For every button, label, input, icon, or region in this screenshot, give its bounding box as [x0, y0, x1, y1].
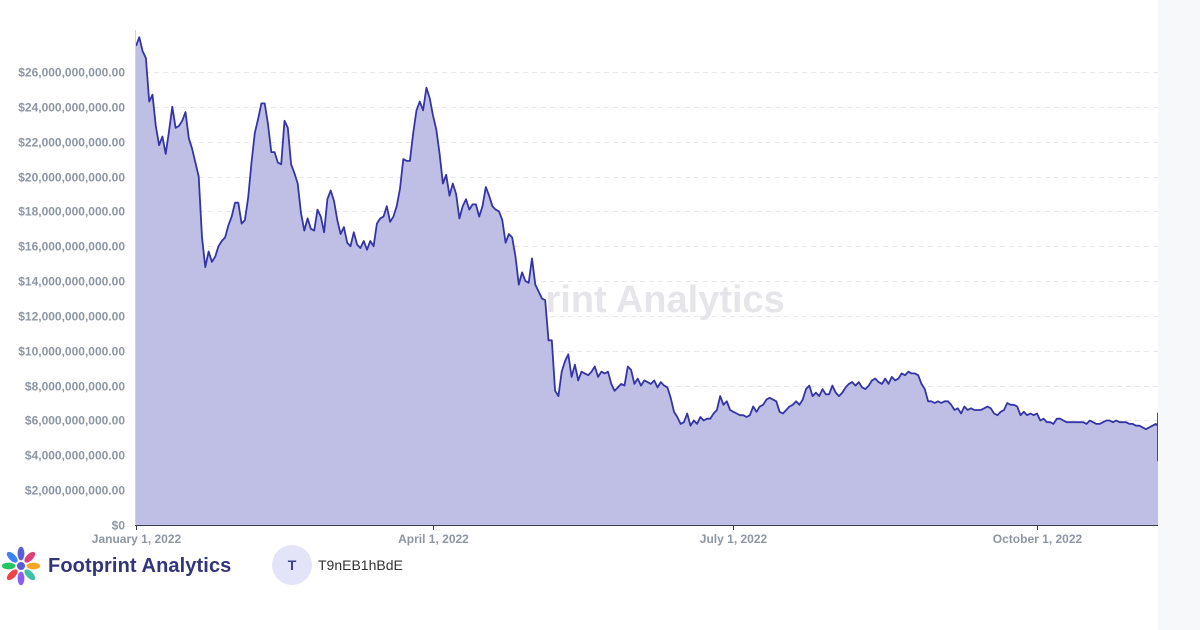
- y-tick-label: $20,000,000,000.00: [18, 171, 125, 185]
- x-tick-label: April 1, 2022: [398, 532, 469, 546]
- y-tick-label: $2,000,000,000.00: [25, 484, 125, 498]
- y-tick-label: $0: [112, 519, 126, 533]
- right-panel-strip: [1158, 0, 1200, 630]
- area-chart: Footprint Analytics $0$2,000,000,000.00$…: [18, 30, 1158, 546]
- y-tick-label: $18,000,000,000.00: [18, 205, 125, 219]
- y-tick-label: $16,000,000,000.00: [18, 240, 125, 254]
- x-axis-ticks: January 1, 2022 April 1, 2022 July 1, 2022…: [92, 525, 1083, 546]
- user-name: T9nEB1hBdE: [318, 557, 403, 573]
- x-tick-label: July 1, 2022: [700, 532, 768, 546]
- brand[interactable]: Footprint Analytics: [0, 546, 231, 586]
- x-tick-label: January 1, 2022: [92, 532, 182, 546]
- footer: Footprint Analytics T T9nEB1hBdE: [0, 540, 1158, 590]
- y-tick-label: $4,000,000,000.00: [25, 449, 125, 463]
- series-line: [135, 36, 1158, 462]
- brand-name: Footprint Analytics: [48, 554, 232, 577]
- y-axis-ticks: $0 $2,000,000,000.00 $4,000,000,000.00 $6,0…: [18, 66, 125, 533]
- y-tick-label: $14,000,000,000.00: [18, 275, 125, 289]
- user-chip[interactable]: T T9nEB1hBdE: [272, 545, 403, 585]
- footprint-logo-icon: [1, 546, 41, 586]
- y-tick-label: $12,000,000,000.00: [18, 310, 125, 324]
- y-tick-label: $26,000,000,000.00: [18, 66, 125, 80]
- y-tick-label: $10,000,000,000.00: [18, 345, 125, 359]
- y-tick-label: $24,000,000,000.00: [18, 101, 125, 115]
- avatar: T: [272, 545, 312, 585]
- y-tick-label: $22,000,000,000.00: [18, 136, 125, 150]
- area-fill: [136, 37, 1158, 525]
- y-tick-label: $6,000,000,000.00: [25, 414, 125, 428]
- x-tick-label: October 1, 2022: [993, 532, 1083, 546]
- y-tick-label: $8,000,000,000.00: [25, 380, 125, 394]
